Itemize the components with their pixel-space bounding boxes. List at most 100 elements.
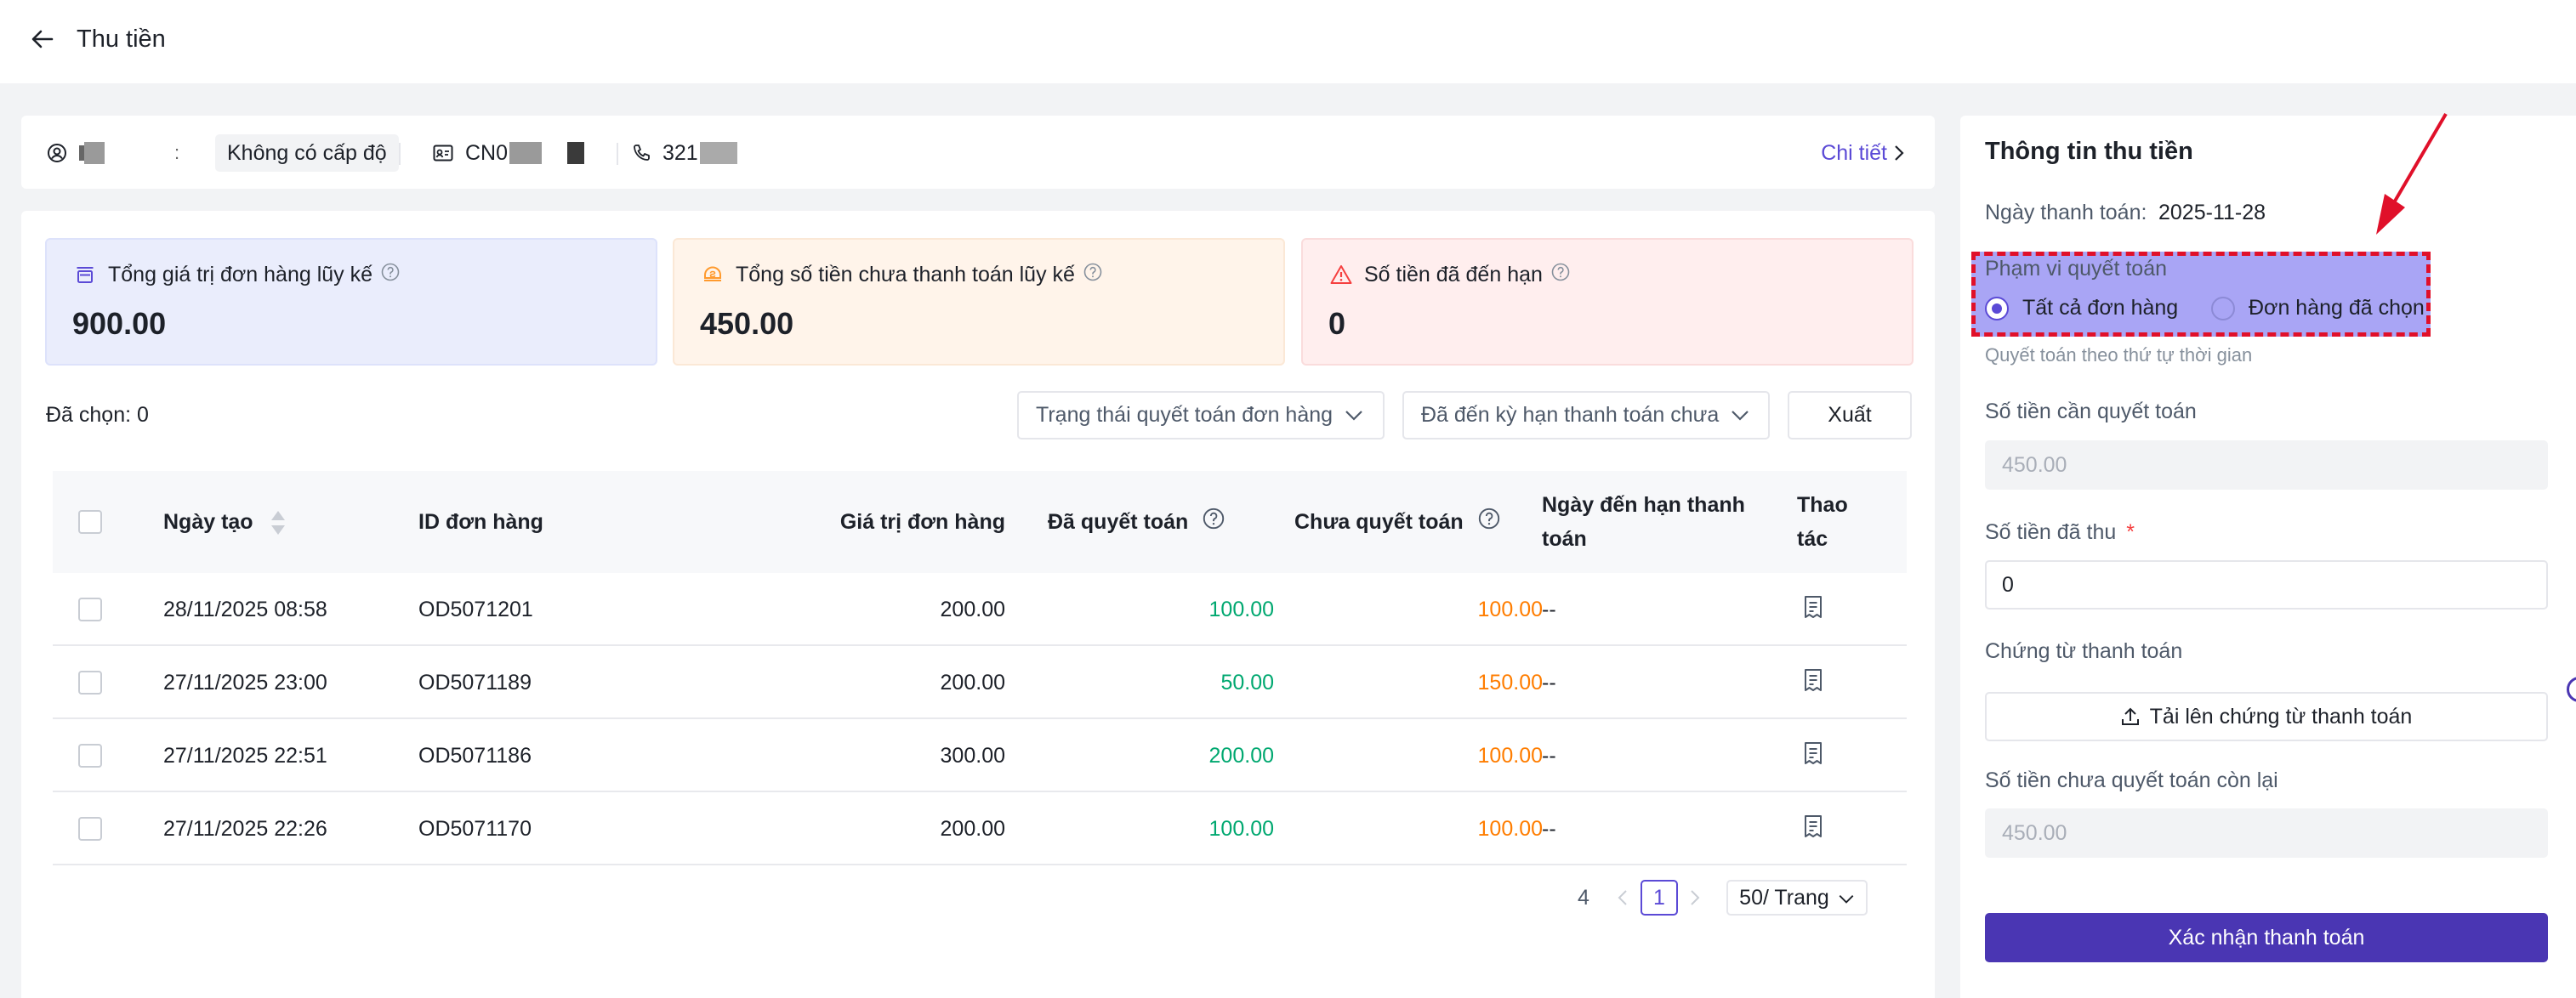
receipt-icon[interactable]	[1803, 595, 1823, 629]
customer-code: CN0	[433, 136, 585, 170]
help-icon[interactable]	[1551, 263, 1570, 287]
masked-text	[79, 145, 84, 161]
cell-unsettled: 150.00	[1477, 671, 1543, 695]
amount-due-field: 450.00	[1985, 440, 2548, 490]
annotation-arrow-icon	[2376, 112, 2448, 235]
summary-card-unpaid: Tổng số tiền chưa thanh toán lũy kế 450.…	[673, 238, 1285, 366]
upload-icon	[2121, 706, 2140, 727]
id-card-icon	[433, 144, 453, 162]
row-checkbox[interactable]	[78, 598, 102, 621]
receipt-icon[interactable]	[1803, 814, 1823, 848]
scope-label: Phạm vi quyết toán	[1985, 257, 2168, 281]
header-created[interactable]: Ngày tạo	[163, 505, 287, 539]
chevron-down-icon	[1345, 403, 1363, 428]
cell-due: --	[1542, 744, 1556, 768]
cell-order-value: 200.00	[940, 598, 1005, 621]
upload-voucher-label: Tải lên chứng từ thanh toán	[2149, 704, 2413, 729]
summary-value: 0	[1328, 306, 1346, 341]
cell-unsettled: 100.00	[1477, 744, 1543, 768]
table-row: 27/11/2025 23:00 OD5071189 200.00 50.00 …	[53, 646, 1907, 719]
due-filter-select[interactable]: Đã đến kỳ hạn thanh toán chưa	[1402, 391, 1770, 439]
pagination-total: 4	[1578, 886, 1589, 910]
detail-link[interactable]: Chi tiết	[1821, 136, 1904, 170]
confirm-payment-button[interactable]: Xác nhận thanh toán	[1985, 913, 2548, 962]
amount-due-label: Số tiền cần quyết toán	[1985, 400, 2197, 423]
cell-order-value: 300.00	[940, 744, 1005, 768]
chevron-right-icon	[1894, 145, 1904, 162]
due-filter-label: Đã đến kỳ hạn thanh toán chưa	[1421, 403, 1720, 427]
prev-page-icon[interactable]	[1610, 884, 1635, 911]
header-unsettled: Chưa quyết toán	[1294, 505, 1500, 540]
header-actions-line1: Thao	[1797, 493, 1848, 517]
page-button-current[interactable]: 1	[1641, 880, 1678, 916]
cell-order-id: OD5071201	[418, 598, 533, 621]
payment-panel-title: Thông tin thu tiền	[1985, 138, 2193, 165]
page-size-label: 50/ Trang	[1739, 885, 1829, 910]
next-page-icon[interactable]	[1682, 884, 1708, 911]
cell-due: --	[1542, 817, 1556, 841]
table-header: Ngày tạo ID đơn hàng Giá trị đơn hàng Đã…	[53, 471, 1907, 573]
row-checkbox[interactable]	[78, 817, 102, 841]
received-label-text: Số tiền đã thu	[1985, 520, 2117, 544]
table-row: 27/11/2025 22:51 OD5071186 300.00 200.00…	[53, 719, 1907, 792]
summary-label: Số tiền đã đến hạn	[1364, 262, 1543, 286]
divider	[617, 143, 618, 165]
received-label: Số tiền đã thu *	[1985, 517, 2135, 547]
cell-settled: 50.00	[1220, 671, 1274, 695]
header-order-value: Giá trị đơn hàng	[839, 510, 1005, 534]
status-filter-select[interactable]: Trạng thái quyết toán đơn hàng	[1017, 391, 1385, 439]
payment-date-label: Ngày thanh toán:	[1985, 201, 2147, 224]
summary-value: 900.00	[72, 306, 167, 341]
export-button[interactable]: Xuất	[1788, 391, 1912, 439]
cell-order-id: OD5071186	[418, 744, 532, 768]
summary-value: 450.00	[700, 306, 794, 341]
page-title: Thu tiền	[77, 26, 166, 53]
arrow-left-icon[interactable]	[26, 22, 60, 56]
sort-icon[interactable]	[270, 509, 287, 536]
cell-settled: 200.00	[1208, 744, 1274, 768]
help-icon[interactable]	[381, 263, 400, 287]
scope-all-radio[interactable]: Tất cả đơn hàng	[1985, 296, 2178, 320]
phone-icon	[632, 144, 651, 162]
help-icon[interactable]	[1478, 506, 1500, 540]
scope-selected-radio[interactable]: Đơn hàng đã chọn	[2211, 296, 2425, 320]
cell-unsettled: 100.00	[1477, 598, 1543, 621]
masked-text	[84, 142, 105, 164]
cell-order-value: 200.00	[940, 817, 1005, 841]
upload-voucher-button[interactable]: Tải lên chứng từ thanh toán	[1985, 692, 2548, 741]
scope-all-label: Tất cả đơn hàng	[2022, 296, 2179, 320]
cell-order-id: OD5071170	[418, 817, 532, 841]
cell-created: 28/11/2025 08:58	[163, 598, 327, 621]
help-icon[interactable]	[1083, 263, 1102, 287]
cell-unsettled: 100.00	[1477, 817, 1543, 841]
chevron-down-icon	[1838, 886, 1855, 910]
scope-highlight-box	[1971, 252, 2431, 337]
cell-created: 27/11/2025 22:51	[163, 744, 327, 768]
customer-info-bar: : Không có cấp độ CN0 321 Chi tiết	[21, 116, 1935, 189]
payment-panel	[1960, 116, 2576, 998]
receipt-icon[interactable]	[1803, 741, 1823, 775]
box-icon	[72, 262, 98, 287]
radio-checked-icon	[1985, 296, 2009, 320]
cell-due: --	[1542, 671, 1556, 695]
user-icon	[47, 143, 67, 163]
cell-created: 27/11/2025 22:26	[163, 817, 327, 841]
top-bar: Thu tiền	[0, 0, 2576, 83]
received-amount-input[interactable]: 0	[1985, 560, 2548, 610]
row-checkbox[interactable]	[78, 744, 102, 768]
header-actions: Thao tác	[1797, 488, 1848, 556]
receipt-icon[interactable]	[1803, 668, 1823, 702]
select-all-checkbox[interactable]	[78, 510, 102, 534]
row-checkbox[interactable]	[78, 671, 102, 695]
required-mark: *	[2126, 520, 2135, 544]
masked-text	[567, 142, 585, 164]
page-size-select[interactable]: 50/ Trang	[1726, 880, 1868, 916]
scope-selected-label: Đơn hàng đã chọn	[2249, 296, 2425, 320]
cell-settled: 100.00	[1208, 598, 1274, 621]
masked-text	[699, 142, 737, 164]
divider	[399, 143, 401, 165]
level-tag: Không có cấp độ	[215, 134, 399, 172]
table-row: 28/11/2025 08:58 OD5071201 200.00 100.00…	[53, 573, 1907, 646]
summary-card-overdue: Số tiền đã đến hạn 0	[1301, 238, 1914, 366]
help-icon[interactable]	[1203, 506, 1225, 540]
